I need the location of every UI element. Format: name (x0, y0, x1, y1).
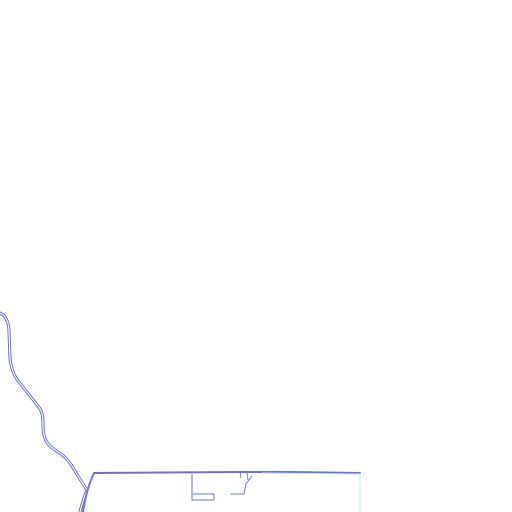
notch-box (191, 474, 215, 501)
parcel-top-edge (93, 471, 361, 474)
river-boundary (0, 311, 89, 512)
notch-tick (230, 475, 253, 495)
river-boundary-outer (0, 311, 89, 512)
parcel-notch (191, 471, 253, 501)
parcel-left-edge (82, 472, 95, 512)
parcel-top-faint (261, 472, 361, 475)
river-boundary-inner (0, 312, 88, 512)
notch-mark (239, 471, 249, 481)
parcel-outline (82, 471, 361, 512)
